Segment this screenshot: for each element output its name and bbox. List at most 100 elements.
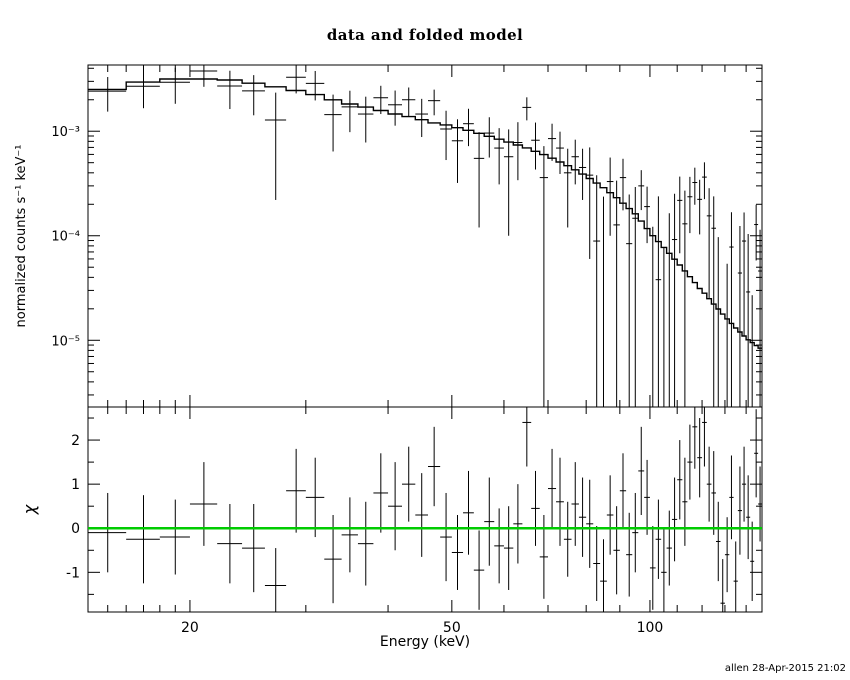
data-point <box>451 119 464 183</box>
data-point <box>626 194 633 407</box>
residual-point <box>324 515 342 604</box>
data-point <box>556 131 564 174</box>
data-point <box>677 176 683 254</box>
residual-point <box>666 510 672 586</box>
residual-point <box>655 499 662 579</box>
tick-label: 10⁻⁴ <box>51 230 80 245</box>
data-point <box>697 179 703 235</box>
residual-point <box>754 409 759 498</box>
data-point <box>473 132 485 228</box>
data-point <box>305 70 325 101</box>
residual-point <box>619 453 627 529</box>
data-point <box>655 196 662 407</box>
residual-point <box>373 453 389 533</box>
residual-point <box>264 548 287 612</box>
data-point <box>692 167 698 205</box>
residual-point <box>697 418 703 498</box>
residual-point <box>733 541 738 612</box>
data-point <box>513 122 523 181</box>
tick-label: 100 <box>637 620 664 636</box>
data-point <box>264 92 287 200</box>
residual-point <box>305 457 325 538</box>
residual-point <box>473 530 485 610</box>
data-point <box>494 128 504 185</box>
residual-point <box>649 526 656 610</box>
residual-point <box>513 484 523 564</box>
tick-label: -1 <box>66 565 80 581</box>
data-point <box>373 85 389 115</box>
residual-point <box>724 517 730 593</box>
residual-point <box>606 475 614 555</box>
residual-point <box>415 473 429 557</box>
residual-point <box>613 506 620 595</box>
residual-point <box>571 462 579 546</box>
residual-point <box>720 559 725 612</box>
residual-point <box>578 477 587 557</box>
data-points <box>88 65 762 407</box>
data-point <box>548 123 557 161</box>
model-histogram <box>88 78 762 349</box>
tick-label: 1 <box>71 477 80 493</box>
data-point <box>711 196 717 407</box>
data-point <box>746 233 751 407</box>
data-point <box>402 87 416 117</box>
data-point <box>619 158 627 211</box>
data-point <box>522 97 532 121</box>
residual-point <box>600 539 607 612</box>
data-point <box>286 65 306 94</box>
y-axis-label-chi: χ <box>20 504 39 515</box>
residual-point <box>451 515 464 590</box>
data-point <box>217 70 243 110</box>
residual-point <box>632 492 639 573</box>
plot-title: data and folded model <box>326 26 524 44</box>
residual-point <box>644 459 650 535</box>
data-point <box>671 193 678 407</box>
residual-point <box>189 462 218 546</box>
residual-point <box>638 426 645 516</box>
residual-point <box>737 466 743 555</box>
residual-point <box>402 446 416 522</box>
data-point <box>189 65 218 87</box>
data-point <box>702 162 707 200</box>
data-point <box>571 139 579 185</box>
residual-point <box>440 492 452 582</box>
data-point <box>126 71 160 109</box>
data-point <box>484 117 495 158</box>
data-point <box>503 129 514 236</box>
data-point <box>729 212 734 407</box>
residual-points <box>88 407 762 612</box>
data-point <box>563 148 572 228</box>
data-point <box>638 170 645 211</box>
residual-point <box>428 426 441 507</box>
residual-point <box>758 466 762 542</box>
tick-label: 2 <box>71 433 80 449</box>
residual-point <box>692 407 698 469</box>
data-point <box>706 188 712 299</box>
residual-point <box>126 495 160 584</box>
residual-point <box>341 497 358 573</box>
data-point <box>687 176 693 234</box>
data-point <box>242 75 265 116</box>
data-point <box>613 180 620 407</box>
residual-point <box>556 457 564 546</box>
residual-point <box>503 506 514 590</box>
tick-labels: 20 50 100 10⁻³ 10⁻⁴ 10⁻⁵ -1 0 1 2 <box>51 125 663 636</box>
data-point <box>531 122 540 170</box>
residual-point <box>357 501 374 586</box>
data-point <box>632 186 639 407</box>
residual-point <box>746 475 751 560</box>
residual-point <box>484 477 495 566</box>
data-point <box>754 204 759 261</box>
residual-point <box>711 451 717 535</box>
residual-point <box>242 503 265 593</box>
timestamp-stamp: allen 28-Apr-2015 21:02 <box>724 663 846 674</box>
axis-ticks <box>88 65 762 612</box>
residual-point <box>286 448 306 533</box>
residual-point <box>677 440 683 520</box>
residual-point <box>750 521 755 601</box>
residual-point <box>682 457 688 546</box>
data-point <box>539 146 549 407</box>
data-point <box>428 89 441 116</box>
tick-label: 10⁻³ <box>51 125 80 140</box>
